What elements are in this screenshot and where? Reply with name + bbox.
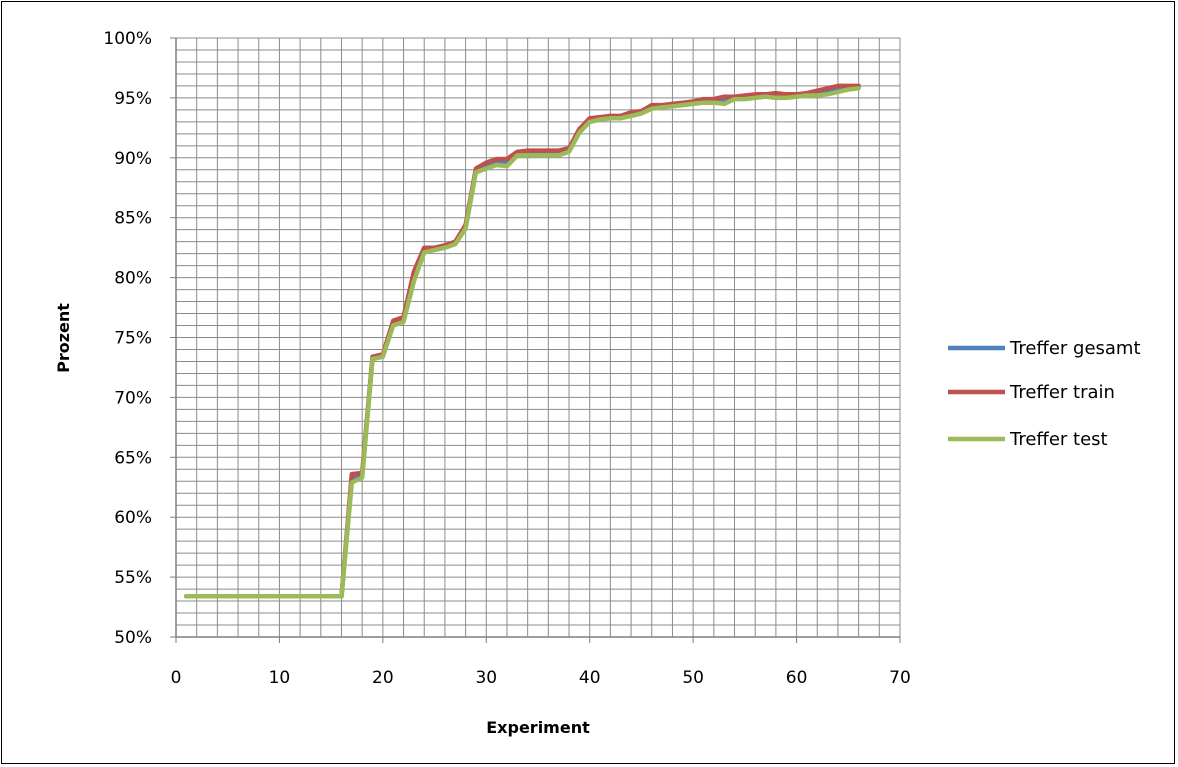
legend-label: Treffer gesamt	[1009, 338, 1141, 359]
x-tick-label: 40	[579, 668, 601, 688]
x-tick-label: 20	[372, 668, 394, 688]
y-tick-label: 65%	[114, 448, 152, 468]
series-line-2	[184, 83, 861, 599]
x-tick-label: 60	[786, 668, 808, 688]
y-tick-label: 50%	[114, 628, 152, 648]
x-tick-label: 0	[171, 668, 182, 688]
x-axis-title: Experiment	[486, 718, 590, 737]
x-tick-labels: 0 10 20 30 40 50 60 70	[171, 637, 911, 688]
y-tick-label: 100%	[103, 29, 152, 49]
y-tick-label: 60%	[114, 508, 152, 528]
grid	[175, 37, 901, 638]
y-tick-label: 55%	[114, 568, 152, 588]
legend: Treffer gesamt Treffer train Treffer test	[948, 338, 1141, 450]
series-lines	[184, 83, 861, 599]
y-tick-label: 95%	[114, 89, 152, 109]
y-tick-label: 80%	[114, 269, 152, 289]
y-tick-label: 75%	[114, 329, 152, 349]
y-tick-label: 70%	[114, 388, 152, 408]
series-line-3	[184, 86, 861, 599]
x-tick-label: 10	[269, 668, 291, 688]
y-tick-label: 85%	[114, 209, 152, 229]
y-tick-labels: 50% 55% 60% 65% 70% 75% 80% 85% 90% 95% 100%	[103, 29, 176, 648]
y-tick-label: 90%	[114, 149, 152, 169]
x-tick-label: 70	[889, 668, 911, 688]
x-tick-label: 50	[682, 668, 704, 688]
legend-label: Treffer train	[1009, 382, 1115, 403]
series-line-1	[184, 84, 861, 599]
y-axis-title: Prozent	[54, 303, 73, 373]
x-tick-label: 30	[475, 668, 497, 688]
legend-label: Treffer test	[1009, 429, 1108, 450]
